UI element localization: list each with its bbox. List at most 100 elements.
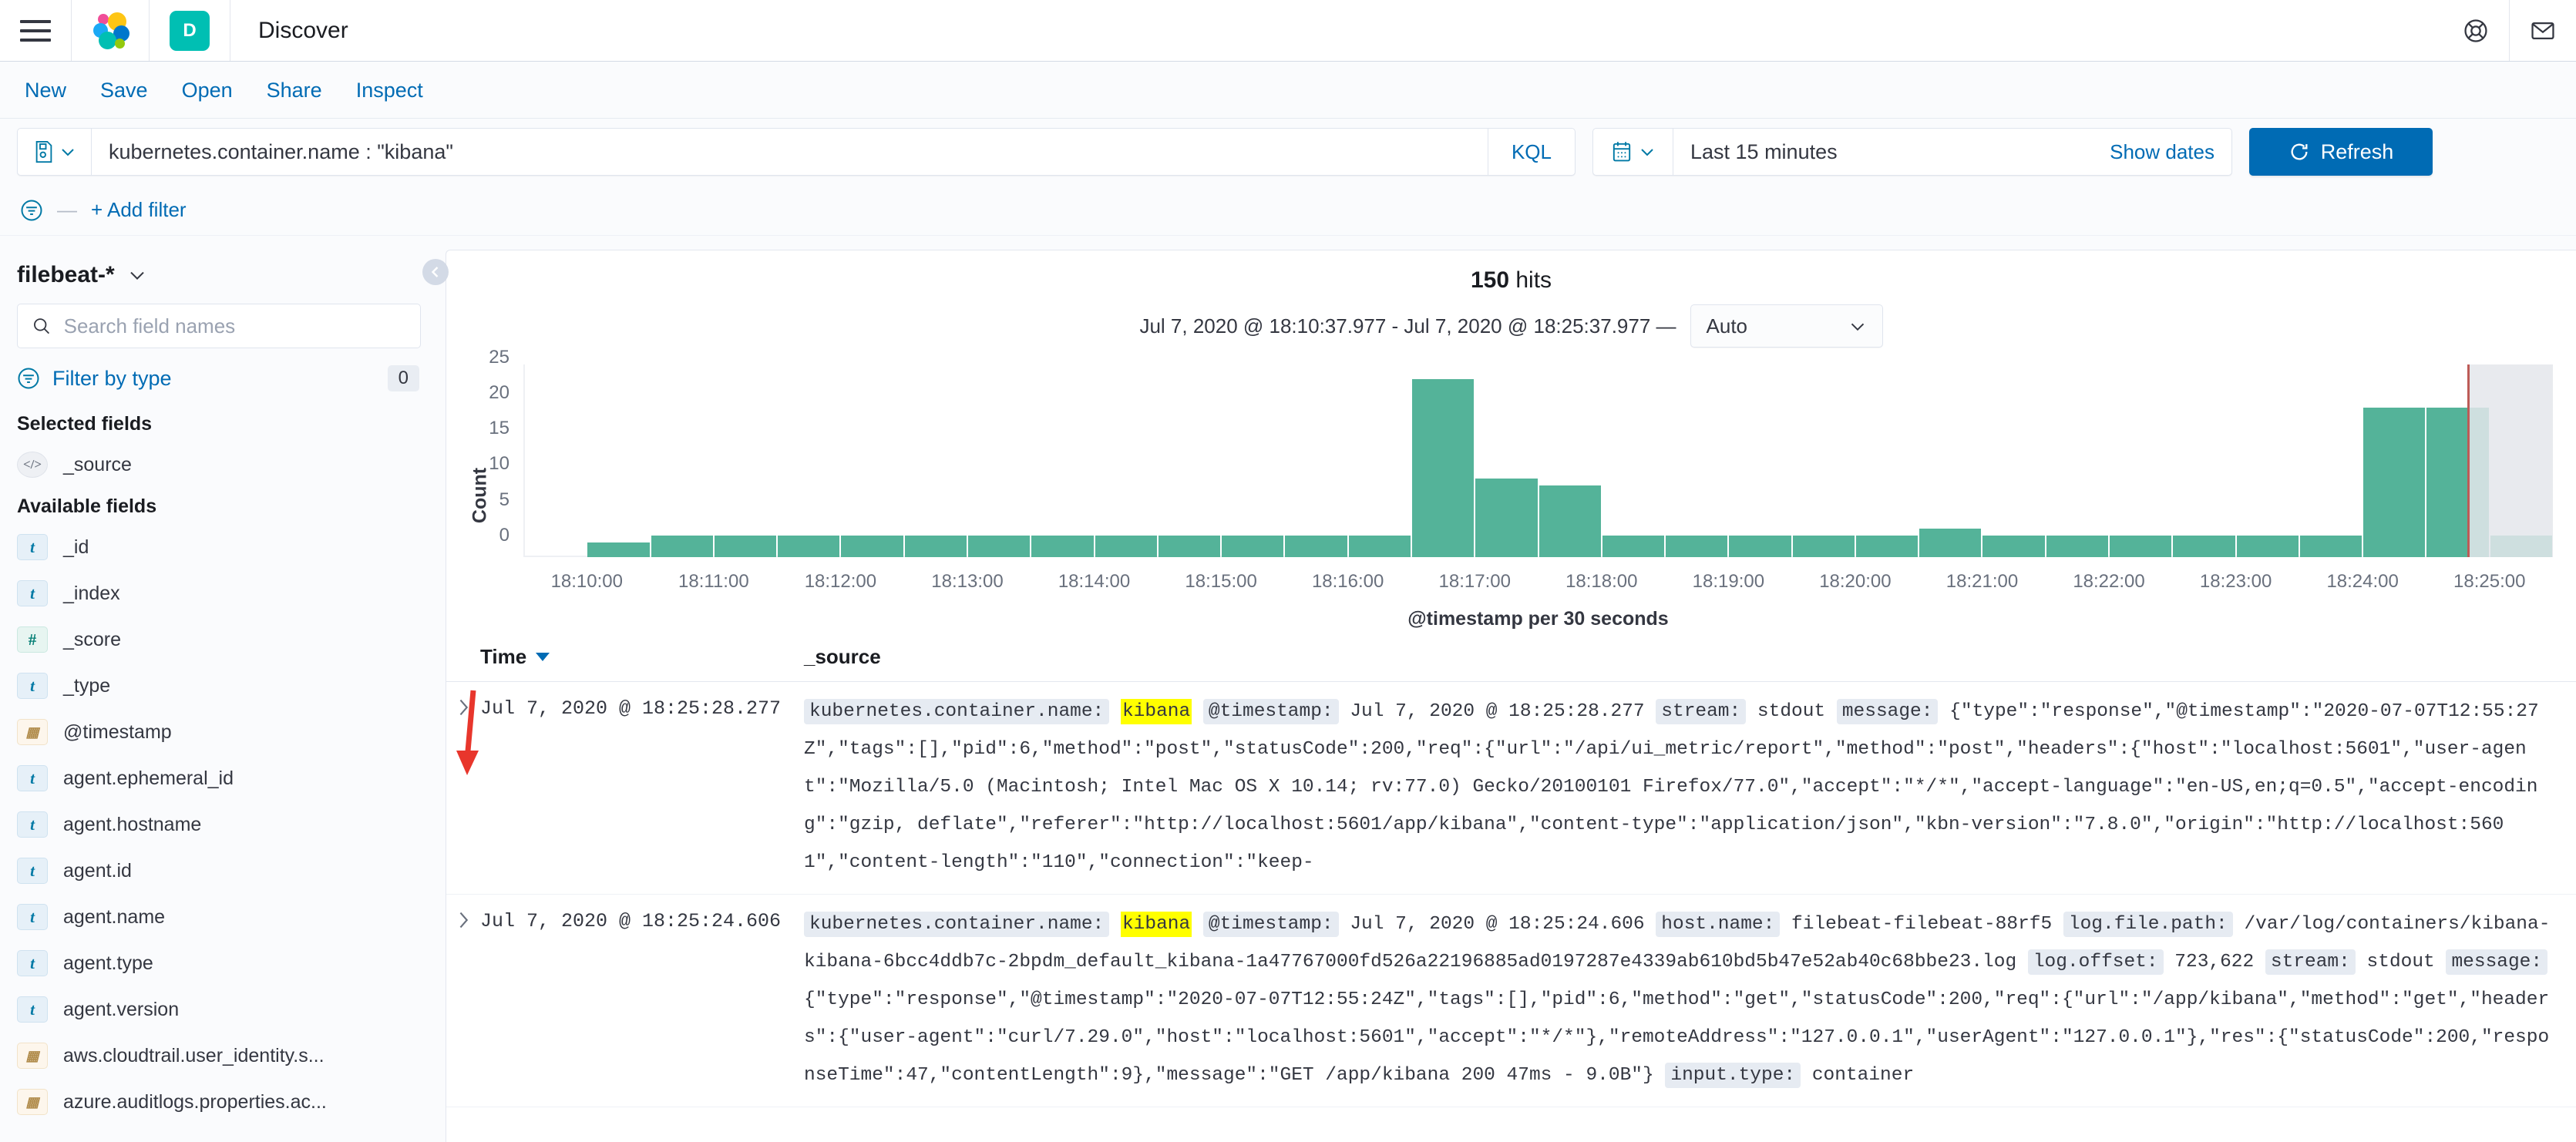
chevron-down-icon[interactable] — [60, 146, 76, 157]
selected-field--source[interactable]: </> _source — [11, 442, 427, 488]
histogram-bar[interactable] — [1095, 536, 1157, 557]
histogram-bar[interactable] — [1348, 536, 1411, 557]
available-field--score[interactable]: # _score — [11, 616, 427, 663]
share-link[interactable]: Share — [266, 78, 322, 102]
help-lifebuoy-icon[interactable] — [2463, 18, 2489, 44]
source-field-key: message: — [1836, 699, 1939, 724]
available-field-agent-type[interactable]: t agent.type — [11, 940, 427, 986]
expand-document-caret[interactable] — [446, 693, 480, 882]
histogram-bar[interactable] — [1158, 536, 1221, 557]
mail-button[interactable] — [2510, 0, 2576, 61]
histogram-bar[interactable] — [967, 536, 1031, 557]
column-source[interactable]: _source — [804, 645, 881, 668]
chevron-right-icon[interactable] — [456, 697, 470, 717]
histogram-bars[interactable] — [523, 364, 2553, 557]
chart-plot-area[interactable]: 0 5 10 15 20 25 — [489, 347, 2553, 557]
table-row[interactable]: Jul 7, 2020 @ 18:25:24.606 kubernetes.con… — [446, 895, 2576, 1107]
document-message-value: {"type":"response","@timestamp":"2020-07… — [804, 701, 2539, 873]
open-link[interactable]: Open — [181, 78, 233, 102]
field-search-box[interactable] — [17, 304, 421, 348]
query-language-button[interactable]: KQL — [1487, 129, 1575, 175]
source-field-value: 723,622 — [2174, 952, 2255, 972]
saved-query-button[interactable] — [18, 129, 92, 175]
histogram-bar[interactable] — [714, 536, 777, 557]
histogram-bar[interactable] — [1982, 536, 2045, 557]
add-filter-button[interactable]: + Add filter — [91, 198, 187, 221]
histogram-bar[interactable] — [2299, 536, 2362, 557]
histogram-bar[interactable] — [1855, 536, 1919, 557]
date-range-value[interactable]: Last 15 minutes — [1690, 139, 1838, 163]
histogram-bar[interactable] — [841, 536, 903, 557]
search-field-names-input[interactable] — [63, 314, 406, 338]
histogram-bar[interactable] — [1411, 378, 1475, 557]
available-field-azure-auditlogs-properties-ac-[interactable]: ▦ azure.auditlogs.properties.ac... — [11, 1079, 427, 1125]
sort-descending-icon[interactable] — [536, 653, 550, 661]
menu-button[interactable] — [0, 0, 72, 61]
filter-options-icon[interactable] — [17, 367, 40, 390]
calendar-icon[interactable] — [1612, 141, 1632, 163]
histogram-bar[interactable] — [2110, 536, 2172, 557]
histogram-bar[interactable] — [2363, 407, 2426, 557]
inspect-link[interactable]: Inspect — [355, 78, 423, 102]
histogram-bar[interactable] — [904, 536, 967, 557]
column-time[interactable]: Time — [480, 645, 804, 669]
available-field--type[interactable]: t _type — [11, 663, 427, 709]
histogram-bar[interactable] — [2490, 536, 2552, 557]
histogram-bar[interactable] — [1285, 536, 1347, 557]
histogram-bar[interactable] — [651, 536, 713, 557]
filter-options-icon[interactable] — [20, 199, 43, 222]
expand-document-caret[interactable] — [446, 905, 480, 1094]
histogram-bar[interactable] — [2426, 407, 2489, 557]
search-input[interactable]: kubernetes.container.name : "kibana" — [109, 139, 453, 163]
show-dates-button[interactable]: Show dates — [2110, 139, 2214, 163]
histogram-bar[interactable] — [1792, 536, 1855, 557]
chevron-down-icon[interactable] — [1848, 321, 1867, 332]
histogram-chart[interactable]: Count 0 5 10 15 20 25 18:10:00 18:11:00 18:12:0… — [446, 347, 2576, 634]
chevron-right-icon[interactable] — [456, 910, 470, 930]
available-field--timestamp[interactable]: ▦ @timestamp — [11, 709, 427, 755]
chevron-down-icon[interactable] — [127, 269, 147, 281]
histogram-bar[interactable] — [1539, 485, 1601, 557]
collapse-sidebar-button[interactable] — [422, 259, 449, 285]
date-quick-select-button[interactable] — [1593, 129, 1673, 175]
filter-options-button[interactable] — [20, 199, 43, 222]
histogram-bar[interactable] — [1031, 536, 1094, 557]
chevron-left-icon[interactable] — [428, 264, 443, 280]
available-field-aws-cloudtrail-user-identity-s-[interactable]: ▦ aws.cloudtrail.user_identity.s... — [11, 1033, 427, 1079]
available-field-agent-name[interactable]: t agent.name — [11, 894, 427, 940]
available-field--id[interactable]: t _id — [11, 524, 427, 570]
help-button[interactable] — [2443, 0, 2510, 61]
field-sidebar: filebeat-* Filter by type 0 Selected fie… — [0, 236, 449, 1142]
hamburger-menu-icon[interactable] — [20, 19, 51, 42]
available-field-agent-hostname[interactable]: t agent.hostname — [11, 801, 427, 848]
histogram-bar[interactable] — [778, 536, 840, 557]
chevron-down-icon[interactable] — [1639, 146, 1655, 157]
histogram-bar[interactable] — [2046, 536, 2109, 557]
histogram-bar[interactable] — [2173, 536, 2235, 557]
save-link[interactable]: Save — [100, 78, 148, 102]
histogram-bar[interactable] — [1222, 536, 1284, 557]
available-field-agent-ephemeral-id[interactable]: t agent.ephemeral_id — [11, 755, 427, 801]
refresh-button[interactable]: Refresh — [2249, 128, 2433, 176]
filter-by-type-label[interactable]: Filter by type — [52, 366, 172, 390]
new-link[interactable]: New — [25, 78, 67, 102]
available-field--index[interactable]: t _index — [11, 570, 427, 616]
histogram-bar[interactable] — [2236, 536, 2299, 557]
saved-query-icon[interactable] — [34, 140, 54, 163]
histogram-bar[interactable] — [1602, 536, 1665, 557]
histogram-bar[interactable] — [1475, 479, 1538, 557]
histogram-bar[interactable] — [1729, 536, 1791, 557]
interval-select[interactable]: Auto — [1690, 304, 1883, 348]
available-field-agent-version[interactable]: t agent.version — [11, 986, 427, 1033]
mail-envelope-icon[interactable] — [2530, 18, 2556, 44]
available-field-agent-id[interactable]: t agent.id — [11, 848, 427, 894]
available-fields-list: t _id t _index # _score t _type ▦ @timestamp t agen… — [11, 524, 427, 1125]
histogram-bar[interactable] — [1666, 536, 1728, 557]
histogram-bar[interactable] — [587, 542, 650, 557]
app-badge-button[interactable]: D — [150, 0, 230, 61]
table-row[interactable]: Jul 7, 2020 @ 18:25:28.277 kubernetes.con… — [446, 682, 2576, 895]
index-pattern-selector[interactable]: filebeat-* — [11, 251, 427, 304]
elastic-home-button[interactable] — [72, 0, 150, 61]
histogram-bar[interactable] — [1919, 528, 1982, 557]
filter-by-type-row[interactable]: Filter by type 0 — [11, 348, 427, 405]
